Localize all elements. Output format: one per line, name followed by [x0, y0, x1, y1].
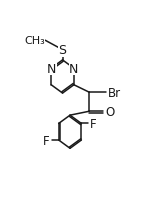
Text: F: F — [43, 134, 50, 147]
Text: N: N — [69, 62, 79, 75]
Text: CH₃: CH₃ — [24, 36, 45, 46]
Text: F: F — [90, 117, 97, 130]
Text: N: N — [47, 62, 56, 75]
Text: O: O — [105, 105, 114, 118]
Text: S: S — [59, 44, 66, 57]
Text: Br: Br — [108, 86, 121, 99]
